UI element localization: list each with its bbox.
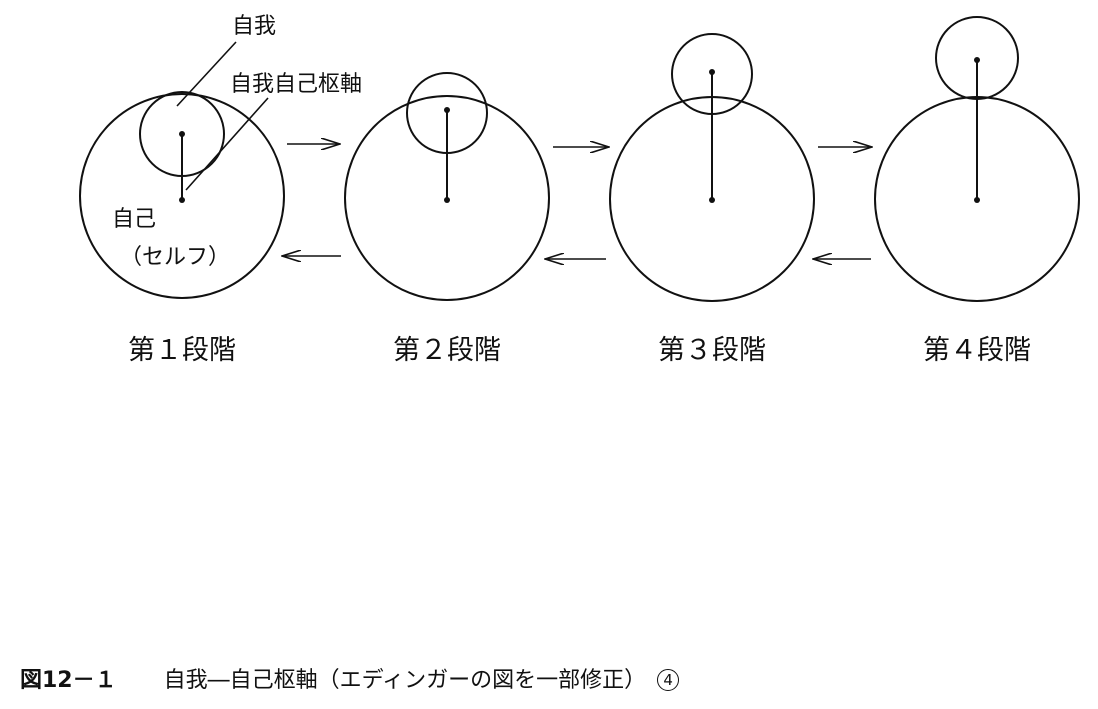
stage-4-figure — [874, 16, 1080, 302]
stage-label-1: 第１段階 — [128, 335, 236, 366]
self-center-dot — [709, 197, 715, 203]
label-self-reading: （セルフ） — [120, 245, 230, 270]
stage-3-figure — [609, 33, 815, 302]
ego-center-dot — [444, 107, 450, 113]
axis-leader-line — [185, 97, 269, 191]
ego-center-dot — [974, 57, 980, 63]
ego-center-dot — [179, 131, 185, 137]
stage-label-3: 第３段階 — [658, 335, 766, 366]
reference-marker: 4 — [657, 669, 680, 691]
stage-label-2: 第２段階 — [393, 335, 501, 366]
label-ego-self-axis: 自我自己枢軸 — [230, 72, 362, 97]
stage-1-figure — [79, 41, 285, 299]
stage-2-figure — [344, 72, 550, 301]
ego-center-dot — [709, 69, 715, 75]
stage-label-4: 第４段階 — [923, 335, 1031, 366]
figure-title: 自我―自己枢軸（エディンガーの図を一部修正） — [163, 668, 647, 693]
label-self: 自己 — [112, 207, 156, 232]
self-center-dot — [974, 197, 980, 203]
self-center-dot — [444, 197, 450, 203]
figure-number: 図12－１ — [20, 668, 117, 693]
self-circle — [79, 93, 285, 299]
label-ego: 自我 — [232, 14, 276, 39]
ego-leader-line — [176, 41, 237, 107]
self-center-dot — [179, 197, 185, 203]
figure-caption: 図12－１ 自我―自己枢軸（エディンガーの図を一部修正） 4 — [20, 662, 680, 694]
self-circle — [344, 95, 550, 301]
